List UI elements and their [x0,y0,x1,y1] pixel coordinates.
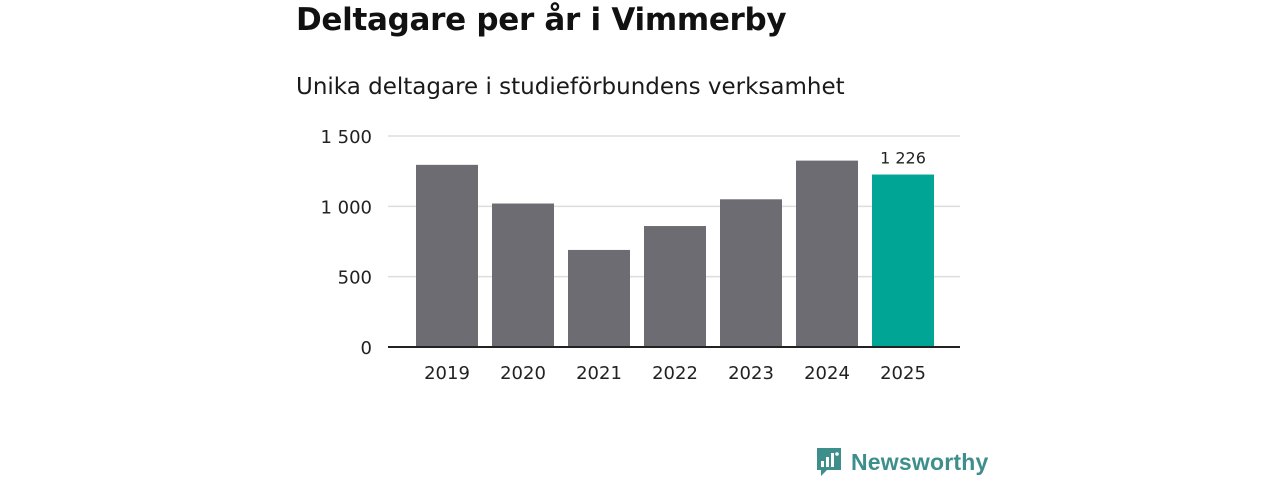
chart-title: Deltagare per år i Vimmerby [296,2,787,38]
brand: Newsworthy [815,446,988,478]
bar-2022 [644,226,706,347]
bar-2024 [796,160,858,347]
bar-2023 [720,199,782,347]
bar-2021 [568,249,630,347]
y-tick-label: 1 000 [320,197,372,218]
x-tick-label: 2023 [728,363,774,384]
y-axis-ticks: 0 500 1 000 1 500 [320,127,372,359]
x-tick-label: 2019 [424,363,470,384]
brand-name: Newsworthy [851,448,989,475]
y-tick-label: 500 [338,268,372,289]
bar-2020 [492,203,554,347]
bar-2019 [416,164,478,347]
y-tick-label: 1 500 [320,127,372,148]
chart-subtitle: Unika deltagare i studieförbundens verks… [296,74,845,100]
x-axis-labels: 2019 2020 2021 2022 2023 2024 2025 [424,363,926,384]
bars [416,160,934,347]
x-tick-label: 2021 [576,363,622,384]
x-tick-label: 2020 [500,363,546,384]
x-tick-label: 2022 [652,363,698,384]
data-labels: 1 226 [880,149,926,168]
bar-2025 [872,174,934,347]
newsworthy-logo-icon [817,448,841,476]
x-tick-label: 2025 [880,363,926,384]
x-tick-label: 2024 [804,363,850,384]
y-tick-label: 0 [361,338,372,359]
data-label-2025: 1 226 [880,149,926,168]
